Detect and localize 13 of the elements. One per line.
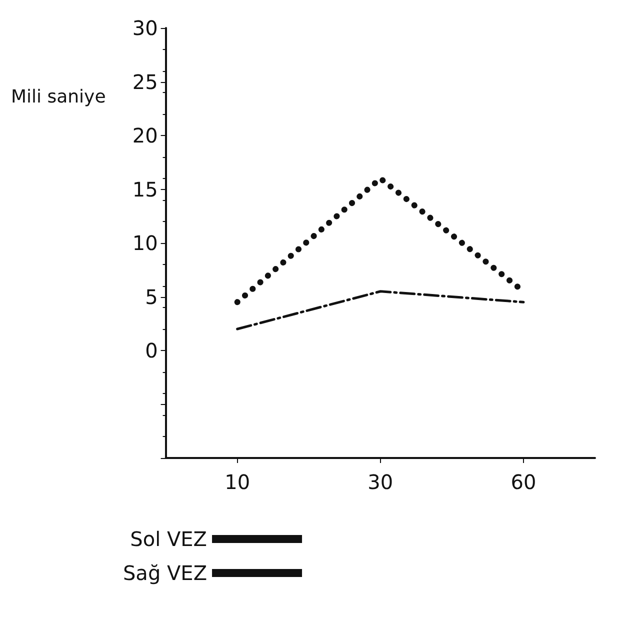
y-tick-label: 30 — [132, 16, 158, 40]
y-axis-title: Mili saniye — [10, 86, 106, 108]
x-tick-label: 10 — [224, 470, 250, 494]
legend-label: Sol VEZ — [130, 527, 208, 551]
y-tick-label: 25 — [132, 70, 158, 94]
y-tick-label: 20 — [132, 124, 158, 148]
y-tick-label: 15 — [132, 177, 158, 202]
y-tick-label: 5 — [145, 284, 158, 309]
y-tick-label: 10 — [132, 231, 158, 255]
legend-label: Sağ VEZ — [122, 561, 208, 585]
y-tick-label: 0 — [145, 338, 158, 362]
x-tick-label: 30 — [368, 470, 394, 494]
x-tick-label: 60 — [510, 470, 536, 494]
